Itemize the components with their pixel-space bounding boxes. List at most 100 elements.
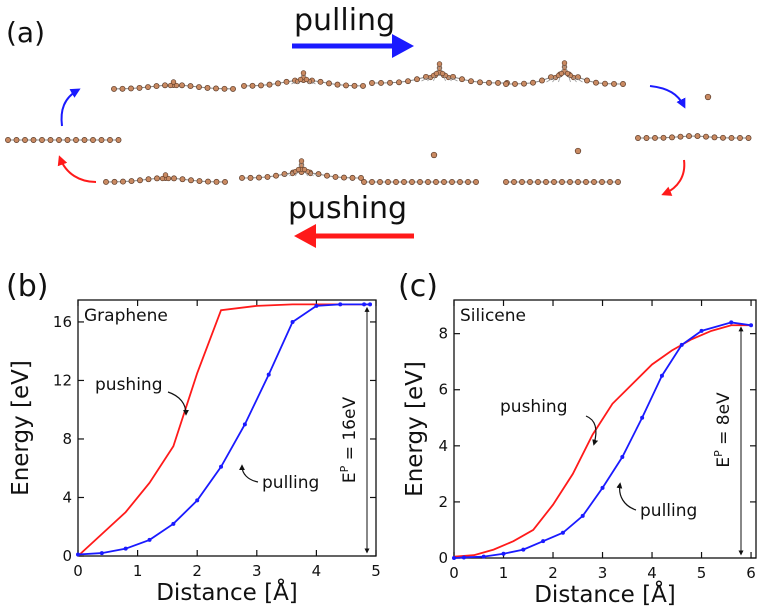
data-point-pulling [699, 328, 704, 333]
annotation-pulling: pulling [640, 501, 697, 521]
y-tick-label: 4 [62, 488, 72, 506]
x-tick-label: 3 [252, 562, 262, 580]
structure-push-2 [239, 158, 364, 181]
data-point-pulling [290, 319, 295, 324]
atom-detached-right [704, 93, 712, 101]
data-point-pulling [749, 323, 754, 328]
x-tick-label: 2 [548, 564, 558, 582]
structure-pull-1 [111, 79, 236, 92]
x-tick-label: 1 [499, 564, 509, 582]
series-line-pushing [77, 303, 371, 557]
y-axis-label: Energy [eV] [8, 360, 34, 496]
annotation-pulling-arrow [616, 482, 637, 511]
structure-push-1 [103, 172, 228, 185]
y-tick-label: 8 [438, 325, 448, 343]
atomic-structures [5, 60, 752, 185]
structure-pull-4 [503, 60, 626, 87]
structure-initial [5, 137, 122, 143]
energy-barrier-label: EP = 16eV [338, 397, 360, 484]
pushing-title: pushing [288, 191, 407, 226]
data-point-pulling [481, 554, 486, 559]
series-pushing [77, 303, 371, 557]
y-tick-label: 4 [438, 437, 448, 455]
data-point-pulling [147, 537, 152, 542]
data-point-pulling [640, 415, 645, 420]
data-point-pulling [729, 320, 734, 325]
annotation-pushing-arrow [585, 415, 599, 446]
x-tick-label: 6 [746, 564, 756, 582]
y-tick-label: 8 [62, 430, 72, 448]
annotation-pulling-arrow [239, 464, 259, 483]
data-point-pulling [600, 485, 605, 490]
series-pushing [453, 324, 752, 558]
plot-frame [77, 299, 377, 557]
annotation-pulling: pulling [262, 473, 319, 493]
x-tick-label: 0 [73, 562, 83, 580]
annotation-pushing-arrow [167, 391, 189, 416]
data-point-pulling [362, 302, 367, 307]
data-point-pulling [560, 530, 565, 535]
data-point-pulling [242, 422, 247, 427]
data-point-pulling [620, 455, 625, 460]
series-line-pulling [77, 303, 371, 556]
data-point-pulling [452, 556, 456, 560]
structure-push-4 [503, 179, 621, 185]
series-pulling [76, 302, 373, 557]
y-tick-label: 0 [438, 549, 448, 567]
pushing-arrow [294, 224, 414, 248]
x-tick-label: 1 [133, 562, 143, 580]
pulling-arrow [292, 34, 414, 58]
data-point-pulling [679, 342, 684, 347]
data-point-pulling [314, 303, 319, 308]
y-tick-label: 2 [438, 493, 448, 511]
x-tick-label: 5 [697, 564, 707, 582]
data-point-pulling [123, 546, 128, 551]
data-point-pulling [171, 521, 176, 526]
data-point-pulling [219, 464, 224, 469]
x-tick-label: 2 [192, 562, 202, 580]
data-point-pulling [368, 302, 373, 307]
panel-a-label: (a) [6, 16, 45, 49]
chart-silicene: 0 1 2 3 4 5 6 0 2 4 6 8 Distance [Å] Energy [eV] Silic… [402, 299, 757, 608]
structure-push-3 [361, 179, 479, 185]
y-tick-label: 16 [53, 313, 72, 331]
data-point-pulling [195, 498, 200, 503]
annotation-pushing: pushing [500, 397, 568, 417]
pulling-title: pulling [294, 3, 395, 38]
series-pulling [452, 320, 754, 560]
structure-final [635, 133, 752, 141]
plot-frame [453, 299, 757, 559]
energy-barrier-label: EP = 8eV [712, 392, 734, 468]
data-point-pulling [76, 552, 80, 557]
series-line-pushing [453, 324, 752, 558]
y-tick-label: 6 [438, 381, 448, 399]
data-point-pulling [338, 302, 343, 307]
data-point-pulling [659, 373, 664, 378]
data-point-pulling [461, 555, 466, 560]
y-tick-label: 0 [62, 547, 72, 565]
y-tick-label: 12 [53, 371, 72, 389]
atom-detached-push-3 [430, 151, 438, 159]
structure-pull-3 [369, 61, 510, 86]
panel-c-label: (c) [398, 269, 438, 304]
cycle-arrow-blue-right [649, 85, 686, 109]
data-point-pulling [541, 539, 546, 544]
cycle-arrow-red-right [661, 159, 686, 196]
series-line-pulling [453, 321, 752, 559]
data-point-pulling [521, 547, 526, 552]
structure-pull-2 [241, 70, 366, 89]
x-axis-label: Distance [Å] [156, 578, 298, 606]
annotation-pushing: pushing [95, 375, 163, 395]
x-axis-label: Distance [Å] [534, 580, 676, 608]
x-tick-label: 4 [312, 562, 322, 580]
cycle-arrow-red-left [57, 155, 97, 183]
cycle-arrow-blue-left [60, 88, 81, 127]
data-point-pulling [266, 372, 271, 377]
material-label: Graphene [84, 306, 168, 326]
data-point-pulling [580, 513, 585, 518]
data-point-pulling [501, 551, 506, 556]
x-tick-label: 0 [449, 564, 459, 582]
y-axis-label: Energy [eV] [402, 361, 428, 497]
